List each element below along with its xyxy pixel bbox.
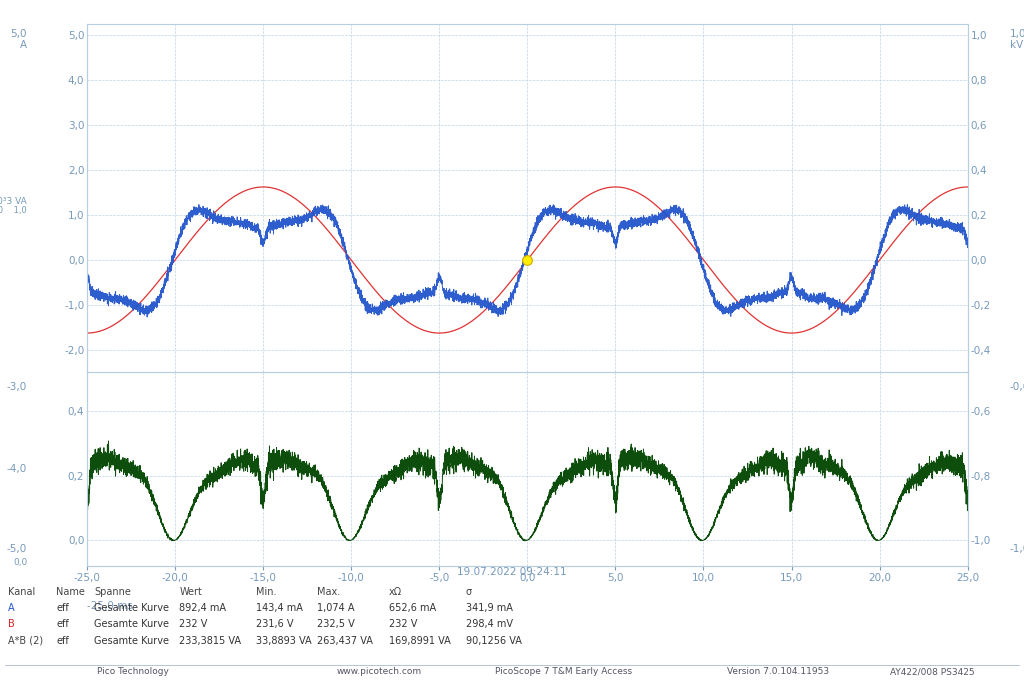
- Text: PicoScope 7 T&M Early Access: PicoScope 7 T&M Early Access: [495, 667, 632, 676]
- Text: Version 7.0.104.11953: Version 7.0.104.11953: [727, 667, 829, 676]
- Text: -3,0: -3,0: [7, 382, 28, 392]
- Text: 143,4 mA: 143,4 mA: [256, 603, 303, 613]
- Text: 232,5 V: 232,5 V: [317, 619, 355, 630]
- Text: Gesamte Kurve: Gesamte Kurve: [94, 603, 169, 613]
- Text: -0,6: -0,6: [1010, 382, 1024, 392]
- Text: Spanne: Spanne: [94, 587, 131, 597]
- Text: x10³3 VA: x10³3 VA: [0, 197, 28, 206]
- Text: xΩ: xΩ: [389, 587, 402, 597]
- Text: 232 V: 232 V: [389, 619, 418, 630]
- Text: AY422/008 PS3425: AY422/008 PS3425: [890, 667, 974, 676]
- Text: Name: Name: [56, 587, 85, 597]
- Text: 33,8893 VA: 33,8893 VA: [256, 636, 311, 646]
- Text: 169,8991 VA: 169,8991 VA: [389, 636, 451, 646]
- Text: kV: kV: [1010, 40, 1023, 49]
- Text: 263,437 VA: 263,437 VA: [317, 636, 374, 646]
- Text: 233,3815 VA: 233,3815 VA: [179, 636, 242, 646]
- Text: -25,0 ms: -25,0 ms: [87, 601, 133, 611]
- Text: -4,0: -4,0: [7, 464, 28, 474]
- Text: Max.: Max.: [317, 587, 341, 597]
- Text: 90,1256 VA: 90,1256 VA: [466, 636, 522, 646]
- Text: σ: σ: [466, 587, 472, 597]
- Text: Pico Technology: Pico Technology: [97, 667, 169, 676]
- Text: 232 V: 232 V: [179, 619, 208, 630]
- Text: 892,4 mA: 892,4 mA: [179, 603, 226, 613]
- Text: Gesamte Kurve: Gesamte Kurve: [94, 636, 169, 646]
- Text: 341,9 mA: 341,9 mA: [466, 603, 513, 613]
- Text: 1,0: 1,0: [1010, 29, 1024, 39]
- Text: eff: eff: [56, 636, 69, 646]
- Text: eff: eff: [56, 603, 69, 613]
- Text: 5,0: 5,0: [10, 29, 28, 39]
- Text: 19.07.2022 09:24:11: 19.07.2022 09:24:11: [457, 567, 567, 577]
- Text: www.picotech.com: www.picotech.com: [336, 667, 422, 676]
- Text: Min.: Min.: [256, 587, 276, 597]
- Text: Wert: Wert: [179, 587, 202, 597]
- Text: -1,0: -1,0: [1010, 544, 1024, 554]
- Text: 0,0    1,0: 0,0 1,0: [0, 206, 28, 215]
- Text: 298,4 mV: 298,4 mV: [466, 619, 513, 630]
- Text: Kanal: Kanal: [8, 587, 36, 597]
- Text: B: B: [8, 619, 15, 630]
- Text: A: A: [8, 603, 14, 613]
- Text: 231,6 V: 231,6 V: [256, 619, 294, 630]
- Text: A*B (2): A*B (2): [8, 636, 43, 646]
- Text: eff: eff: [56, 619, 69, 630]
- Text: 0,0: 0,0: [13, 558, 28, 567]
- Text: A: A: [20, 40, 28, 49]
- Text: 652,6 mA: 652,6 mA: [389, 603, 436, 613]
- Text: Gesamte Kurve: Gesamte Kurve: [94, 619, 169, 630]
- Text: 1,074 A: 1,074 A: [317, 603, 355, 613]
- Text: -5,0: -5,0: [7, 544, 28, 554]
